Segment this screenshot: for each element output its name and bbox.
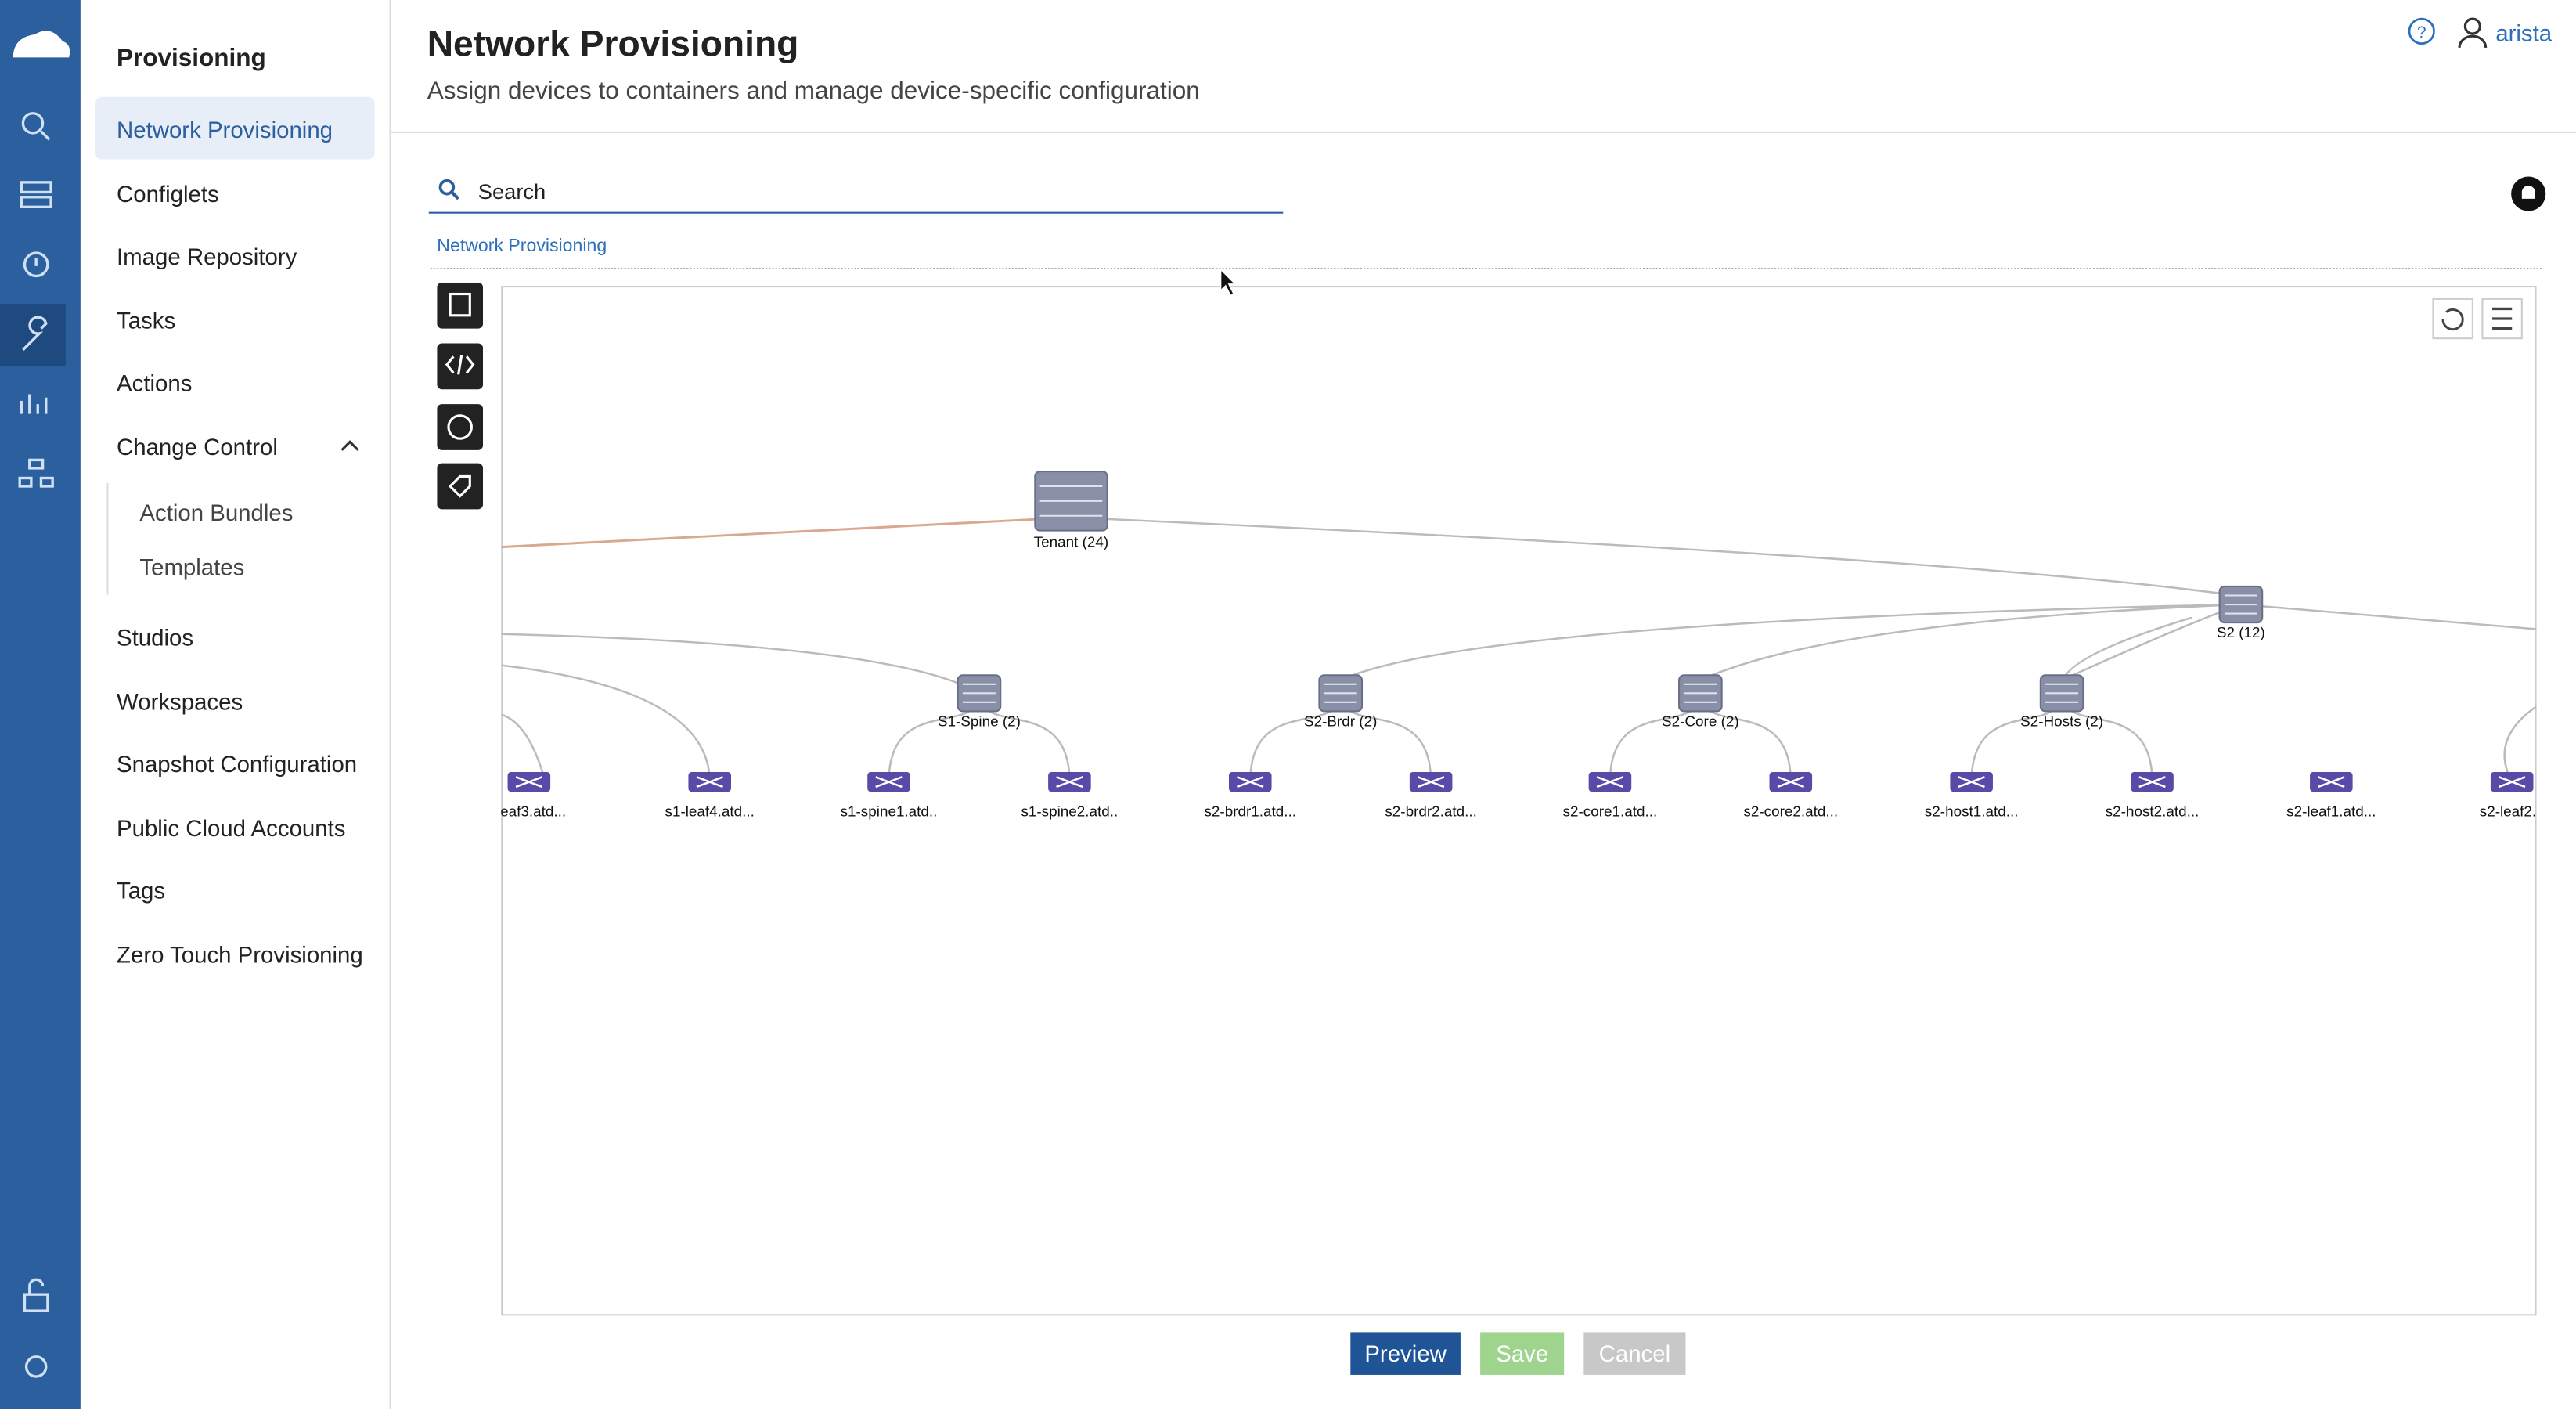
sidebar-section: Provisioning bbox=[117, 44, 266, 73]
node-label: S1-Spine (2) bbox=[938, 713, 1021, 730]
edge bbox=[1071, 516, 2242, 597]
device-glyph bbox=[2138, 776, 2166, 788]
nav-item[interactable]: Image Repository bbox=[117, 243, 297, 270]
node-label: s2-leaf2.a bbox=[2480, 804, 2537, 821]
tree: Tenant (24) S2 (12) S1-Spine (2) S2-Brdr (2… bbox=[501, 471, 2537, 821]
node-label: S2-Core (2) bbox=[1662, 713, 1739, 730]
edge bbox=[501, 633, 980, 695]
device-glyph bbox=[1056, 776, 1083, 788]
nav-item[interactable]: Workspaces bbox=[117, 687, 243, 714]
node-label: s2-host2.atd... bbox=[2106, 804, 2200, 821]
nav-item[interactable]: Actions bbox=[117, 370, 193, 396]
save-button[interactable]: Save bbox=[1480, 1332, 1565, 1375]
nav-sub-item[interactable]: Action Bundles bbox=[139, 499, 294, 526]
tool-button[interactable] bbox=[437, 463, 484, 510]
device-glyph bbox=[1777, 776, 1805, 788]
nav-item[interactable]: Snapshot Configuration bbox=[117, 750, 358, 778]
node-label: S2-Hosts (2) bbox=[2020, 713, 2103, 730]
page-subtitle: Assign devices to containers and manage … bbox=[427, 77, 1200, 106]
node-label: s1-spine2.atd.. bbox=[1021, 804, 1118, 821]
search-placeholder: Search bbox=[477, 179, 546, 204]
active-highlight bbox=[95, 96, 375, 160]
edge bbox=[1699, 603, 2241, 681]
edge bbox=[1340, 603, 2241, 681]
node-label: s2-core1.atd... bbox=[1563, 804, 1658, 821]
device-glyph bbox=[1958, 776, 1985, 788]
refresh-button[interactable] bbox=[2432, 298, 2473, 340]
user-name[interactable]: arista bbox=[2495, 20, 2553, 46]
device-glyph bbox=[2318, 776, 2345, 788]
cancel-button[interactable]: Cancel bbox=[1583, 1332, 1686, 1375]
nav-item[interactable]: Configlets bbox=[117, 179, 219, 207]
nav-item[interactable]: Tasks bbox=[117, 306, 176, 333]
node-label: s2-core2.atd... bbox=[1743, 804, 1838, 821]
device-glyph bbox=[1237, 776, 1264, 788]
device-glyph bbox=[2498, 776, 2526, 788]
nav-item[interactable]: Network Provisioning bbox=[117, 116, 333, 143]
node-label: S2 (12) bbox=[2217, 625, 2265, 641]
search-icon bbox=[438, 179, 460, 200]
search-box[interactable]: Search bbox=[428, 171, 1284, 214]
node-label: s2-brdr2.atd... bbox=[1385, 804, 1477, 821]
page-title: Network Provisioning bbox=[427, 23, 799, 64]
tool-button[interactable] bbox=[437, 404, 484, 450]
node-label: s2-leaf1.atd... bbox=[2286, 804, 2376, 821]
notification-icon[interactable] bbox=[2510, 175, 2546, 211]
nav-item[interactable]: Zero Touch Provisioning bbox=[117, 940, 363, 967]
icon-rail bbox=[0, 0, 81, 1409]
node-label: s1-spine1.atd.. bbox=[841, 804, 938, 821]
cursor bbox=[1220, 268, 1238, 297]
node-label: -leaf3.atd... bbox=[501, 804, 566, 821]
edge bbox=[2240, 603, 2537, 630]
nav-sub-item[interactable]: Templates bbox=[139, 553, 245, 580]
svg-text:?: ? bbox=[2417, 23, 2426, 41]
node-label: s2-host1.atd... bbox=[1925, 804, 2019, 821]
edge bbox=[501, 713, 547, 782]
toolbar bbox=[437, 282, 484, 510]
node-label: S2-Brdr (2) bbox=[1304, 713, 1377, 730]
tool-button[interactable] bbox=[437, 282, 484, 329]
node-label: s2-brdr1.atd... bbox=[1204, 804, 1296, 821]
preview-button[interactable]: Preview bbox=[1350, 1332, 1461, 1375]
nav-item[interactable]: Public Cloud Accounts bbox=[117, 814, 346, 841]
node-label: s1-leaf4.atd... bbox=[665, 804, 755, 821]
sidebar: Provisioning Network Provisioning Configl… bbox=[81, 0, 391, 1409]
user-icons: ? bbox=[2408, 17, 2488, 48]
collapse-icon[interactable] bbox=[340, 438, 359, 452]
device-glyph bbox=[696, 776, 723, 788]
device-glyph bbox=[875, 776, 903, 788]
divider bbox=[430, 267, 2542, 270]
node-label: Tenant (24) bbox=[1034, 535, 1109, 551]
nav-item[interactable]: Studios bbox=[117, 624, 194, 651]
edge bbox=[501, 664, 711, 782]
breadcrumb[interactable]: Network Provisioning bbox=[437, 236, 607, 257]
nav-item[interactable]: Change Control bbox=[117, 432, 278, 460]
device-glyph bbox=[1417, 776, 1445, 788]
page-header: Network Provisioning Assign devices to c… bbox=[391, 0, 2576, 133]
rail-icons bbox=[0, 31, 70, 1378]
nav-item[interactable]: Tags bbox=[117, 877, 166, 904]
device-glyph bbox=[515, 776, 543, 788]
device-glyph bbox=[1596, 776, 1624, 788]
edge bbox=[501, 516, 1072, 549]
topology-canvas: Tenant (24) S2 (12) S1-Spine (2) S2-Brdr (2… bbox=[501, 286, 2537, 1316]
sub-guide bbox=[106, 482, 109, 595]
